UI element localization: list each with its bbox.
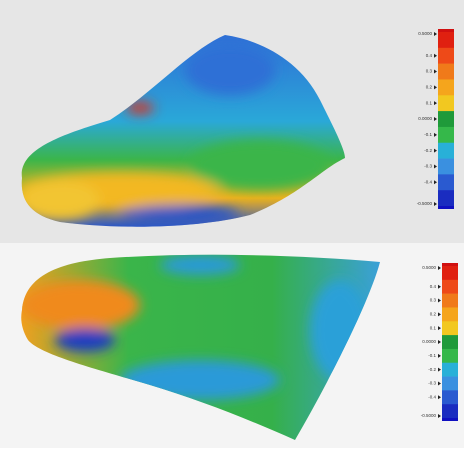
scale-label: -0.2	[428, 367, 436, 372]
scale-cap	[438, 206, 454, 209]
scale-swatch	[438, 143, 454, 159]
scale-label: 0.3	[430, 298, 437, 303]
scale-label: -0.4	[424, 179, 432, 184]
scale-swatch	[442, 307, 458, 321]
scale-label: 0.1	[426, 100, 433, 105]
scale-swatch	[438, 127, 454, 143]
scale-swatch	[438, 95, 454, 111]
scale-swatch	[438, 48, 454, 64]
scale-cap	[438, 29, 454, 32]
scale-swatch	[442, 321, 458, 335]
scale-label: 0.2	[430, 312, 437, 317]
scale-swatch	[438, 111, 454, 127]
scale-label: 0.0000	[422, 339, 436, 344]
scale-label: 0.3	[426, 69, 433, 74]
scale-swatch	[438, 79, 454, 95]
scale-swatch	[438, 174, 454, 190]
scale-swatch	[442, 363, 458, 377]
scale-label: 0.0000	[418, 116, 432, 121]
scale-label: -0.1	[428, 353, 436, 358]
scale-swatch	[438, 159, 454, 175]
scale-label: 0.4	[430, 284, 437, 289]
scale-label: -0.5000	[421, 413, 437, 418]
scale-swatch	[438, 32, 454, 48]
screenshot: 0.5000 0.4 0.3 0.2 0.1 0.0000 -0.1 -0.2 -0.3 -0.4…	[0, 0, 464, 448]
scale-label: 0.4	[426, 53, 433, 58]
scale-swatch	[442, 280, 458, 294]
scale-label: -0.3	[424, 164, 432, 169]
scale-swatch	[438, 190, 454, 206]
scale-label: 0.2	[426, 85, 433, 90]
page: 0.5000 0.4 0.3 0.2 0.1 0.0000 -0.1 -0.2 -0.3 -0.4…	[0, 0, 464, 453]
scale-swatch	[442, 404, 458, 418]
scale-label: -0.1	[424, 132, 432, 137]
scale-label: -0.2	[424, 148, 432, 153]
scale-label: 0.1	[430, 325, 437, 330]
scale-swatch	[442, 377, 458, 391]
scale-swatch	[442, 335, 458, 349]
scale-swatch	[442, 349, 458, 363]
scale-swatch	[438, 64, 454, 80]
scale-swatch	[442, 294, 458, 308]
scale-label: 0.5000	[418, 31, 432, 36]
scale-label: -0.4	[428, 394, 436, 399]
scale-cap	[442, 418, 458, 421]
scale-swatch	[442, 390, 458, 404]
scale-swatch	[442, 266, 458, 280]
scale-cap	[442, 263, 458, 266]
scale-label: -0.5000	[417, 201, 433, 206]
scale-label: 0.5000	[422, 265, 436, 270]
scale-label: -0.3	[428, 381, 436, 386]
